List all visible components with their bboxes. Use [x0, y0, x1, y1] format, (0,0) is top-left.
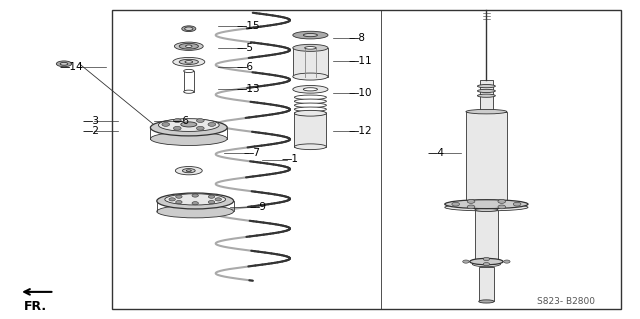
Ellipse shape — [294, 95, 326, 100]
Text: —2: —2 — [82, 126, 99, 136]
Text: —15: —15 — [237, 20, 260, 31]
Bar — [184, 71, 194, 92]
Ellipse shape — [305, 47, 316, 49]
Circle shape — [452, 202, 460, 206]
Ellipse shape — [470, 258, 503, 265]
Ellipse shape — [445, 200, 528, 209]
Ellipse shape — [477, 89, 495, 93]
Text: —4: —4 — [428, 148, 445, 158]
Circle shape — [192, 202, 198, 205]
Ellipse shape — [182, 26, 196, 32]
Circle shape — [173, 126, 181, 130]
Ellipse shape — [186, 45, 192, 48]
Circle shape — [196, 126, 204, 130]
Circle shape — [176, 195, 182, 198]
Ellipse shape — [185, 61, 193, 63]
Ellipse shape — [56, 61, 72, 67]
Text: —14: —14 — [60, 62, 83, 72]
Bar — [479, 267, 494, 301]
Text: —7: —7 — [243, 148, 260, 158]
Circle shape — [192, 194, 198, 197]
Ellipse shape — [157, 205, 234, 218]
Text: —12: —12 — [349, 126, 372, 136]
Ellipse shape — [158, 119, 219, 131]
Ellipse shape — [179, 43, 198, 49]
Circle shape — [504, 260, 510, 263]
Circle shape — [208, 200, 214, 204]
Text: —6: —6 — [237, 62, 254, 72]
Ellipse shape — [294, 107, 326, 112]
Ellipse shape — [475, 260, 498, 263]
Ellipse shape — [173, 57, 205, 66]
Circle shape — [173, 119, 181, 122]
Circle shape — [463, 260, 469, 263]
Text: —9: —9 — [250, 202, 267, 212]
Ellipse shape — [303, 33, 317, 37]
Ellipse shape — [184, 90, 194, 93]
Ellipse shape — [294, 111, 326, 115]
Ellipse shape — [180, 122, 197, 127]
Ellipse shape — [175, 167, 202, 175]
Ellipse shape — [179, 59, 198, 64]
Circle shape — [208, 122, 216, 126]
Bar — [112, 10, 621, 309]
Bar — [292, 48, 328, 77]
Bar — [466, 112, 507, 204]
Bar — [475, 210, 498, 262]
Circle shape — [498, 205, 506, 209]
Text: —8: —8 — [349, 33, 366, 43]
Text: —3: —3 — [82, 116, 99, 126]
Ellipse shape — [60, 62, 68, 65]
Circle shape — [483, 263, 490, 266]
Circle shape — [498, 199, 506, 203]
Ellipse shape — [292, 31, 328, 39]
Text: —1: —1 — [282, 154, 299, 165]
Ellipse shape — [184, 27, 193, 31]
Text: —5: —5 — [237, 43, 254, 53]
Text: —13: —13 — [237, 84, 260, 94]
Ellipse shape — [294, 103, 326, 108]
Ellipse shape — [292, 73, 328, 80]
Ellipse shape — [445, 204, 528, 211]
Text: —6: —6 — [173, 116, 190, 126]
Ellipse shape — [157, 193, 234, 209]
Ellipse shape — [479, 300, 494, 303]
Ellipse shape — [165, 194, 226, 205]
Ellipse shape — [292, 44, 328, 51]
Ellipse shape — [303, 88, 317, 91]
Circle shape — [483, 257, 490, 261]
Circle shape — [467, 205, 475, 209]
Ellipse shape — [186, 170, 191, 172]
Ellipse shape — [472, 262, 500, 267]
Ellipse shape — [294, 99, 326, 104]
Ellipse shape — [477, 85, 495, 88]
Circle shape — [169, 198, 175, 201]
Ellipse shape — [294, 110, 326, 116]
Ellipse shape — [150, 132, 227, 145]
Circle shape — [196, 119, 204, 122]
Text: FR.: FR. — [24, 300, 47, 313]
Bar — [294, 113, 326, 147]
Ellipse shape — [150, 119, 227, 136]
Ellipse shape — [294, 144, 326, 150]
Text: —11: —11 — [349, 56, 372, 66]
Bar — [480, 80, 493, 112]
Circle shape — [513, 202, 521, 206]
Ellipse shape — [184, 70, 194, 73]
Ellipse shape — [174, 42, 204, 50]
Text: S823- B2800: S823- B2800 — [537, 297, 595, 306]
Ellipse shape — [466, 202, 507, 206]
Ellipse shape — [182, 168, 195, 173]
Circle shape — [208, 195, 214, 198]
Ellipse shape — [466, 109, 507, 114]
Circle shape — [162, 122, 170, 126]
Ellipse shape — [477, 94, 495, 97]
Text: —10: —10 — [349, 87, 372, 98]
Circle shape — [176, 200, 182, 204]
Ellipse shape — [475, 208, 498, 211]
Circle shape — [467, 199, 475, 203]
Ellipse shape — [292, 85, 328, 93]
Circle shape — [215, 198, 221, 201]
